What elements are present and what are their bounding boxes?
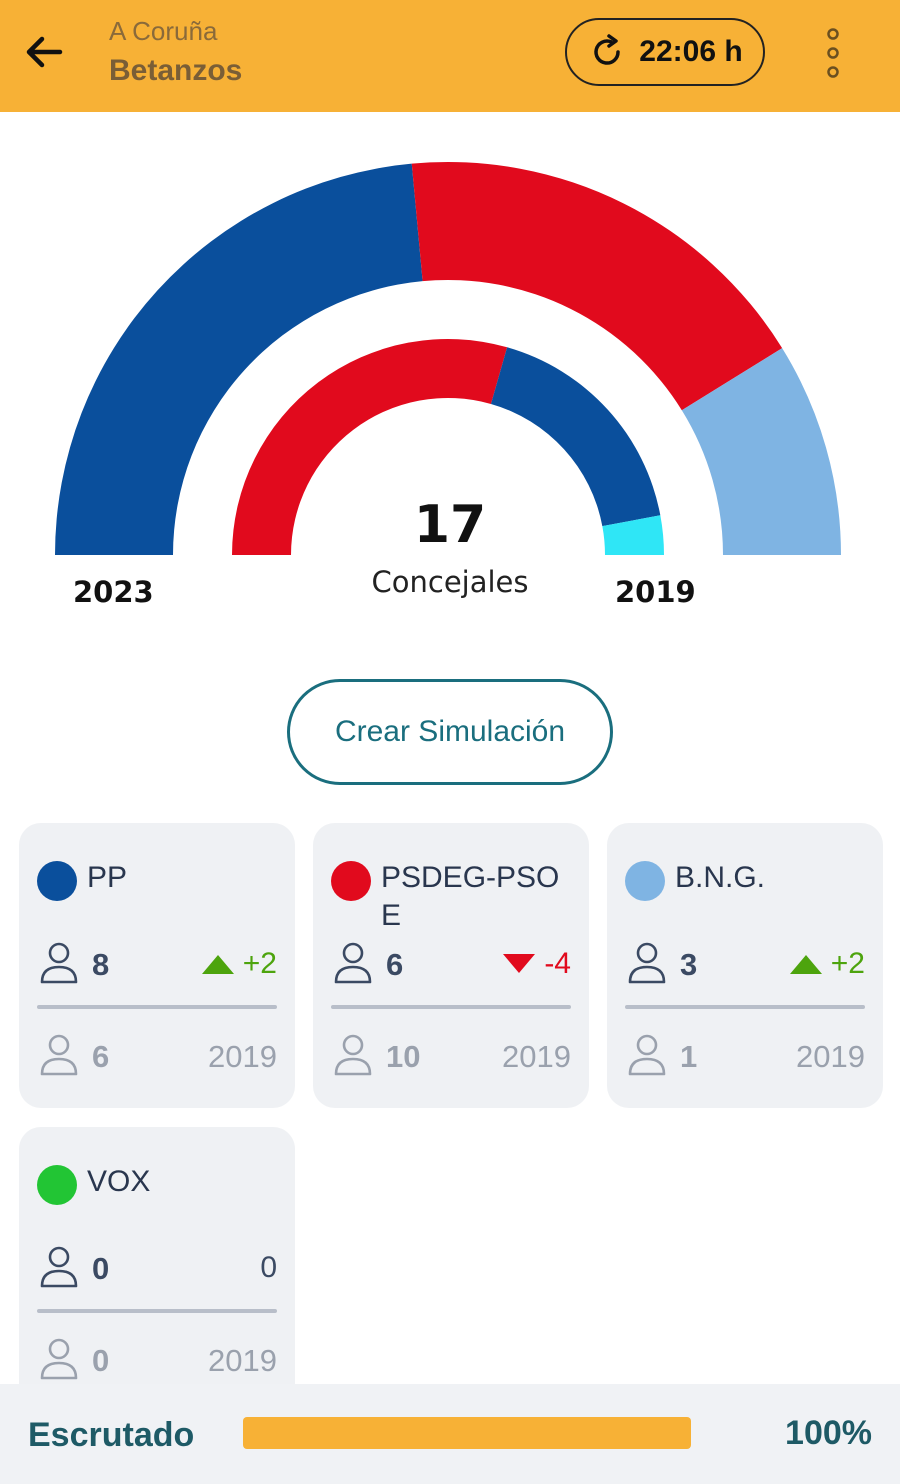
- previous-seats: 1: [680, 1039, 698, 1074]
- person-icon: [39, 1337, 79, 1381]
- previous-seats: 6: [92, 1039, 110, 1074]
- seat-diff: 0: [260, 1251, 277, 1284]
- scrutiny-label: Escrutado: [28, 1416, 195, 1454]
- person-icon: [333, 941, 373, 985]
- outer-ring-slice-psdeg-psoe: [411, 162, 783, 411]
- party-card[interactable]: PP 8 +2 6 2019: [19, 823, 295, 1108]
- person-icon: [627, 1033, 667, 1077]
- seat-diff: +2: [830, 947, 865, 980]
- party-name: VOX: [87, 1165, 151, 1198]
- card-divider: [37, 1309, 277, 1313]
- party-color-dot: [37, 861, 77, 901]
- current-seats: 3: [680, 947, 698, 982]
- card-divider: [37, 1005, 277, 1009]
- card-divider: [331, 1005, 571, 1009]
- trend-down-icon: [503, 954, 536, 973]
- create-simulation-button[interactable]: Crear Simulación: [287, 679, 613, 785]
- refresh-icon: [594, 34, 621, 65]
- party-color-dot: [625, 861, 665, 901]
- previous-year: 2019: [796, 1039, 865, 1074]
- party-card[interactable]: B.N.G. 3 +2 1 2019: [607, 823, 883, 1108]
- party-color-dot: [37, 1165, 77, 1205]
- inner-ring-slice-pp: [490, 347, 661, 527]
- back-arrow-icon[interactable]: [22, 30, 66, 74]
- party-name: B.N.G.: [675, 861, 766, 894]
- seats-donut-chart: [55, 162, 841, 556]
- outer-ring-year-label: 2023: [73, 575, 154, 609]
- person-icon: [39, 941, 79, 985]
- province-label: A Coruña: [109, 16, 218, 46]
- party-name: PP: [87, 861, 128, 894]
- more-options-icon[interactable]: [818, 26, 848, 80]
- outer-ring-slice-pp: [55, 163, 423, 556]
- party-card[interactable]: PSDEG-PSOE 6 -4 10 2019: [313, 823, 589, 1108]
- refresh-button[interactable]: 22:06 h: [565, 18, 765, 86]
- previous-year: 2019: [208, 1039, 277, 1074]
- seat-diff: +2: [242, 947, 277, 980]
- previous-year: 2019: [208, 1343, 277, 1378]
- inner-ring-year-label: 2019: [615, 575, 696, 609]
- app-header: A Coruña Betanzos 22:06 h: [0, 0, 900, 112]
- scrutiny-progress-bar: [243, 1417, 691, 1449]
- person-icon: [39, 1245, 79, 1289]
- trend-up-icon: [201, 955, 234, 974]
- card-divider: [625, 1005, 865, 1009]
- party-card[interactable]: VOX 0 0 0 2019: [19, 1127, 295, 1412]
- previous-seats: 0: [92, 1343, 110, 1378]
- seat-diff: -4: [544, 947, 571, 980]
- trend-up-icon: [789, 955, 822, 974]
- town-title: Betanzos: [109, 54, 243, 87]
- scrutiny-progress-fill: [243, 1417, 691, 1449]
- party-color-dot: [331, 861, 371, 901]
- person-icon: [333, 1033, 373, 1077]
- person-icon: [39, 1033, 79, 1077]
- previous-seats: 10: [386, 1039, 421, 1074]
- person-icon: [627, 941, 667, 985]
- inner-ring-slice-b-n-g-: [602, 515, 664, 555]
- scrutiny-percent: 100%: [785, 1414, 872, 1452]
- outer-ring-slice-b-n-g-: [681, 348, 841, 555]
- current-seats: 0: [92, 1251, 110, 1286]
- update-time: 22:06 h: [639, 35, 743, 68]
- current-seats: 6: [386, 947, 404, 982]
- inner-ring-slice-psdeg-psoe: [232, 339, 508, 555]
- current-seats: 8: [92, 947, 110, 982]
- previous-year: 2019: [502, 1039, 571, 1074]
- seats-label: Concejales: [371, 565, 529, 599]
- total-seats: 17: [413, 495, 487, 555]
- party-name: PSDEG-PSOE: [381, 861, 560, 932]
